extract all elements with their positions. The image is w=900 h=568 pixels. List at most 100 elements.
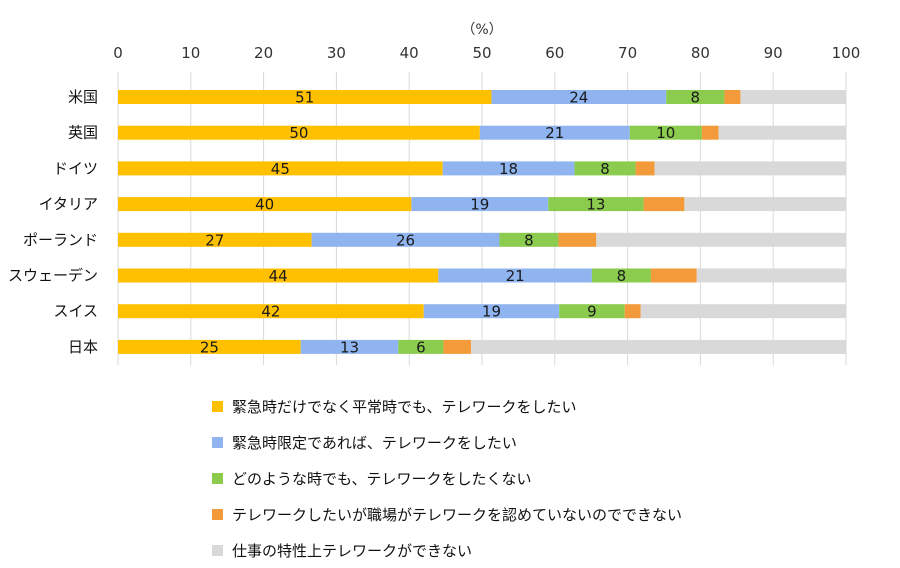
x-tick-label: 70 xyxy=(618,44,637,62)
legend-swatch xyxy=(212,544,223,556)
x-tick-label: 50 xyxy=(472,44,491,62)
x-tick-label: 0 xyxy=(113,44,123,62)
legend-label: 緊急時だけでなく平常時でも、テレワークをしたい xyxy=(232,397,577,416)
data-label: 18 xyxy=(499,160,518,178)
bars: 51 24 8 50 21 10 45 18 8 40 19 13 27 26 8 44 21 8 42 19 9 25 1… xyxy=(118,89,846,356)
x-tick-label: 30 xyxy=(327,44,346,62)
data-label: 8 xyxy=(691,89,701,107)
x-tick-label: 100 xyxy=(832,44,861,62)
data-label: 45 xyxy=(271,160,290,178)
data-label: 40 xyxy=(255,196,274,214)
data-label: 27 xyxy=(205,231,224,249)
data-label: 8 xyxy=(524,231,534,249)
bar-segment xyxy=(442,161,575,176)
data-label: 9 xyxy=(587,303,597,321)
x-tick-label: 40 xyxy=(400,44,419,62)
bar-segment xyxy=(640,304,846,319)
bar-segment xyxy=(311,232,500,247)
bar-segment xyxy=(118,90,492,104)
bar-segment xyxy=(629,125,702,140)
bar-segment xyxy=(635,161,655,176)
data-label: 44 xyxy=(269,267,288,285)
legend-item: 緊急時限定であれば、テレワークをしたい xyxy=(212,424,682,460)
bar-segment xyxy=(118,161,443,176)
bar-segment xyxy=(118,268,439,283)
x-tick-label: 10 xyxy=(181,44,200,62)
bar-segment xyxy=(596,232,846,247)
bar-segment xyxy=(499,232,559,247)
bar-segment xyxy=(696,268,846,283)
bar-segment xyxy=(650,268,697,283)
bar-segment xyxy=(654,161,846,176)
legend-item: 仕事の特性上テレワークができない xyxy=(212,532,682,568)
legend: 緊急時だけでなく平常時でも、テレワークをしたい 緊急時限定であれば、テレワークをし… xyxy=(212,388,682,568)
data-label: 50 xyxy=(289,124,308,142)
legend-label: 仕事の特性上テレワークができない xyxy=(232,541,473,560)
data-label: 8 xyxy=(617,267,627,285)
bar-segment xyxy=(411,197,549,212)
data-label: 21 xyxy=(545,124,564,142)
bar-segment xyxy=(574,161,636,176)
legend-label: 緊急時限定であれば、テレワークをしたい xyxy=(232,433,517,452)
bar-segment xyxy=(118,125,480,140)
bar-segment xyxy=(559,304,625,319)
bar-segment xyxy=(118,232,312,247)
data-label: 13 xyxy=(340,338,359,356)
legend-item: どのような時でも、テレワークをしたくない xyxy=(212,460,682,496)
bar-segment xyxy=(558,232,597,247)
bar-segment xyxy=(684,197,846,212)
bar-segment xyxy=(438,268,592,283)
bar-segment xyxy=(479,125,630,140)
bar-segment xyxy=(718,125,846,140)
legend-swatch xyxy=(212,436,223,448)
data-label: 19 xyxy=(470,196,489,214)
bar-segment xyxy=(548,197,644,212)
x-tick-label: 90 xyxy=(764,44,783,62)
data-label: 10 xyxy=(656,124,675,142)
data-label: 25 xyxy=(200,338,219,356)
x-tick-label: 60 xyxy=(545,44,564,62)
legend-label: テレワークしたいが職場がテレワークを認めていないのでできない xyxy=(232,505,683,524)
bar-segment xyxy=(423,304,560,319)
category-label: 英国 xyxy=(68,124,98,142)
legend-swatch xyxy=(212,508,223,520)
data-label: 13 xyxy=(586,196,605,214)
bar-segment xyxy=(300,339,399,354)
legend-label: どのような時でも、テレワークをしたくない xyxy=(232,469,532,488)
bar-segment xyxy=(491,90,667,104)
data-label: 8 xyxy=(600,160,610,178)
bar-segment xyxy=(701,125,719,140)
legend-swatch xyxy=(212,472,223,484)
bar-segment xyxy=(591,268,651,283)
data-label: 6 xyxy=(416,338,426,356)
bar-segment xyxy=(643,197,685,212)
category-label: ドイツ xyxy=(53,159,98,177)
category-label: 日本 xyxy=(68,338,98,356)
x-axis-ticks: 0 10 20 30 40 50 60 70 80 90 100 xyxy=(113,44,860,62)
bar-segment xyxy=(740,90,846,104)
bar-segment xyxy=(666,90,725,104)
data-label: 24 xyxy=(569,89,588,107)
bar-segment xyxy=(118,339,301,354)
x-tick-label: 80 xyxy=(691,44,710,62)
x-tick-label: 20 xyxy=(254,44,273,62)
bar-segment xyxy=(724,90,741,104)
category-label: スイス xyxy=(53,302,98,320)
category-label: 米国 xyxy=(68,88,98,106)
data-label: 19 xyxy=(482,303,501,321)
data-label: 42 xyxy=(261,303,280,321)
gridlines xyxy=(117,72,847,365)
legend-item: 緊急時だけでなく平常時でも、テレワークをしたい xyxy=(212,388,682,424)
category-label: イタリア xyxy=(39,195,98,213)
bar-segment xyxy=(118,197,412,212)
axis-unit-label: （%） xyxy=(461,22,502,38)
data-label: 21 xyxy=(506,267,525,285)
legend-item: テレワークしたいが職場がテレワークを認めていないのでできない xyxy=(212,496,682,532)
bar-segment xyxy=(398,339,444,354)
category-label: スウェーデン xyxy=(8,267,98,285)
bar-segment xyxy=(471,339,846,354)
bar-segment xyxy=(624,304,641,319)
category-label: ポーランド xyxy=(23,231,98,249)
